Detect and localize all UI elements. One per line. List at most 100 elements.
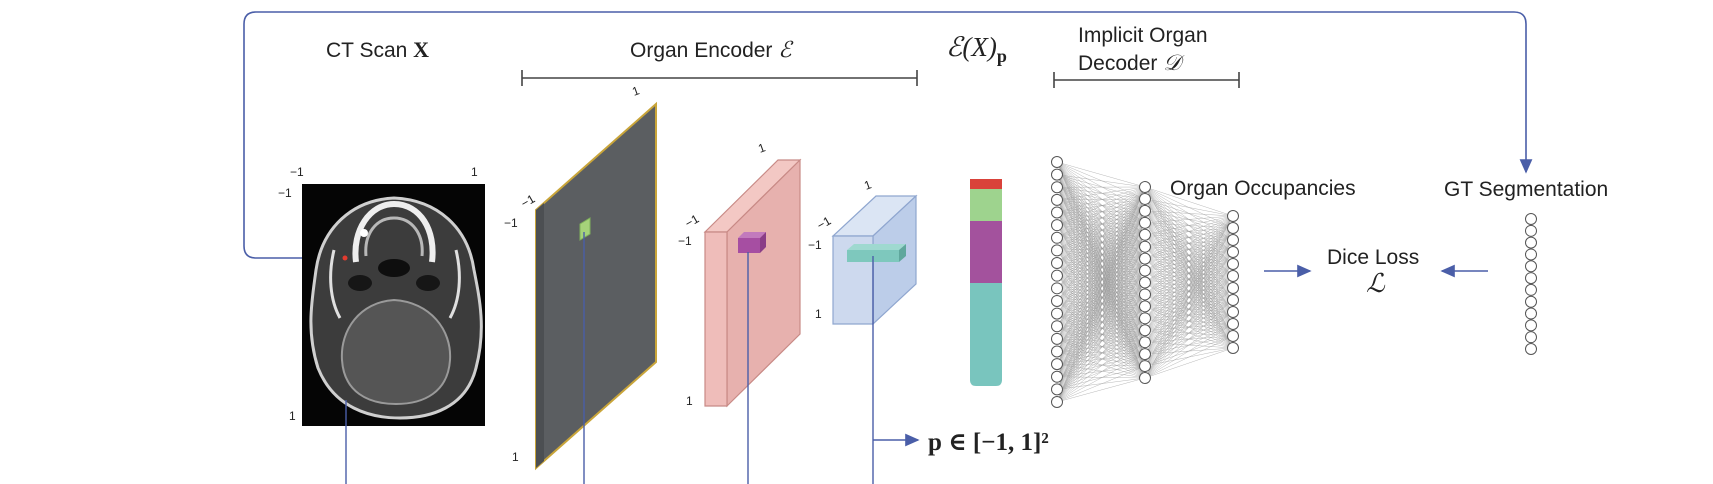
network-edge — [1056, 186, 1146, 339]
network-edge — [1056, 198, 1146, 302]
network-edge — [1056, 294, 1146, 365]
network-edge — [1056, 222, 1146, 403]
network-edge — [1056, 275, 1146, 343]
network-edge — [1056, 237, 1146, 319]
network-edge — [1056, 222, 1146, 238]
network-node — [1051, 231, 1063, 244]
network-edge — [1056, 313, 1146, 331]
network-edge — [1056, 300, 1146, 307]
network-edge — [1056, 318, 1146, 327]
network-node — [1051, 156, 1063, 168]
network-edge — [1056, 210, 1146, 302]
network-edge — [1056, 210, 1146, 314]
network-node — [1227, 342, 1239, 354]
network-edge — [1056, 270, 1146, 276]
network-edge — [1056, 282, 1146, 327]
network-edge — [1056, 198, 1146, 238]
feature-map-3 — [831, 194, 918, 326]
network-edge — [1056, 186, 1146, 226]
network-edge — [1056, 282, 1146, 302]
network-edge — [1056, 288, 1146, 343]
network-edge — [1056, 294, 1146, 339]
network-edge — [1056, 199, 1146, 295]
network-edge — [1056, 212, 1146, 367]
network-edge — [1144, 186, 1234, 217]
network-edge — [1056, 306, 1146, 352]
network-edge — [1056, 187, 1146, 331]
network-edge — [1056, 187, 1146, 319]
network-edge — [1056, 262, 1146, 271]
network-edge — [1056, 234, 1146, 276]
network-node — [1051, 181, 1063, 194]
network-edge — [1056, 199, 1146, 367]
network-edge — [1056, 262, 1146, 295]
network-node — [1139, 181, 1151, 193]
network-node — [1051, 358, 1063, 371]
network-edge — [1056, 237, 1146, 343]
network-edge — [1056, 161, 1146, 212]
network-edge — [1056, 199, 1146, 271]
network-edge — [1056, 326, 1146, 331]
network-edge — [1056, 306, 1146, 390]
network-edge — [1144, 347, 1234, 379]
network-node — [1227, 330, 1239, 342]
encoder-title: Organ Encoder ℰ — [630, 37, 794, 62]
network-node — [1139, 192, 1151, 205]
network-node — [1051, 282, 1063, 295]
network-edge — [1056, 174, 1146, 247]
feature-title: ℰ(X)p — [946, 32, 1007, 66]
gt-node — [1525, 331, 1537, 344]
network-edge — [1056, 186, 1146, 390]
network-edge — [1056, 225, 1146, 331]
network-edge — [1056, 187, 1146, 259]
network-edge — [1056, 174, 1146, 235]
network-edge — [1144, 287, 1234, 379]
network-edge — [1056, 234, 1146, 352]
network-edge — [1144, 215, 1234, 331]
gt-node — [1525, 343, 1537, 355]
network-edge — [1056, 212, 1146, 343]
network-edge — [1056, 186, 1146, 377]
network-edge — [1056, 288, 1146, 367]
fm3-tick-diag: −1 — [815, 213, 834, 232]
network-edge — [1144, 215, 1234, 355]
network-edge — [1056, 270, 1146, 377]
network-edge — [1056, 187, 1146, 271]
network-edge — [1056, 212, 1146, 331]
network-edge — [1056, 365, 1146, 403]
network-edge — [1056, 338, 1146, 355]
fm3-tick-left: −1 — [808, 238, 822, 252]
network-edge — [1056, 275, 1146, 283]
network-edge — [1056, 326, 1146, 367]
network-edge — [1144, 210, 1234, 217]
gt-node — [1525, 248, 1537, 261]
network-edge — [1056, 225, 1146, 307]
network-edge — [1056, 353, 1146, 377]
network-edge — [1056, 258, 1146, 352]
network-node — [1227, 246, 1239, 258]
network-edge — [1144, 323, 1234, 379]
network-edge — [1056, 306, 1146, 377]
network-edge — [1056, 237, 1146, 295]
network-node — [1139, 348, 1151, 361]
network-edge — [1056, 258, 1146, 302]
dice-loss-symbol: ℒ — [1366, 269, 1386, 298]
network-edge — [1056, 262, 1146, 283]
network-edge — [1056, 199, 1146, 307]
gt-node — [1525, 236, 1537, 249]
network-edge — [1056, 186, 1146, 276]
network-edge — [1056, 275, 1146, 367]
network-edge — [1056, 199, 1146, 355]
network-edge — [1056, 250, 1146, 343]
fm2-tick-bottom: 1 — [686, 394, 693, 408]
ct-tick-top-right: 1 — [471, 165, 478, 179]
network-edge — [1056, 353, 1146, 390]
dice-loss-label: Dice Loss — [1327, 246, 1419, 269]
ct-scan-title: CT Scan X — [326, 37, 429, 62]
network-edge — [1056, 342, 1146, 403]
network-edge — [1056, 174, 1146, 343]
network-node — [1051, 294, 1063, 307]
network-edge — [1056, 174, 1146, 259]
network-edge — [1056, 262, 1146, 307]
network-edge — [1056, 270, 1146, 403]
